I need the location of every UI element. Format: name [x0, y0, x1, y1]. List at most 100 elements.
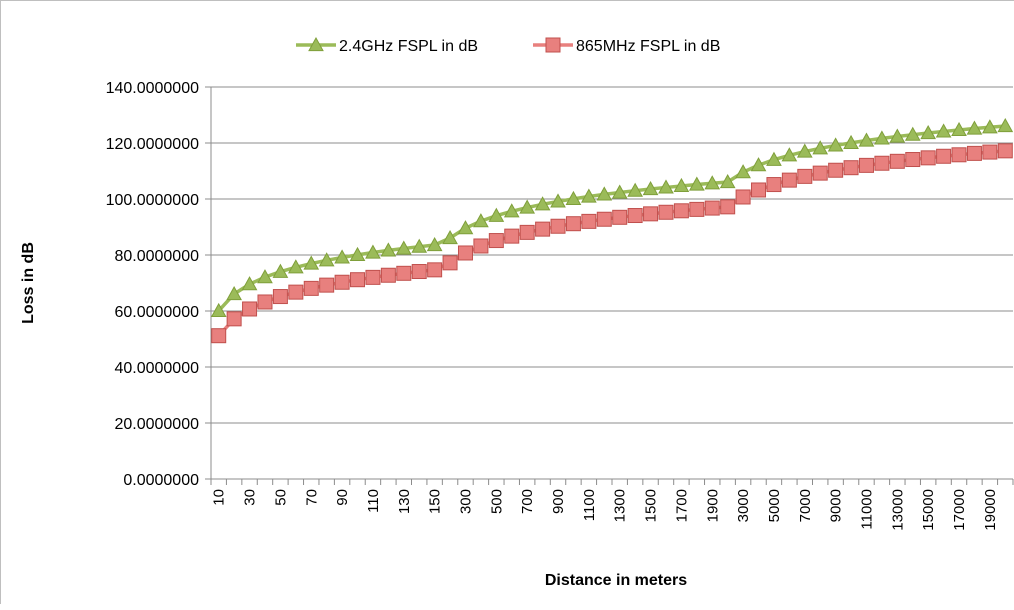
data-point	[303, 255, 320, 270]
data-point	[226, 311, 242, 327]
data-point	[966, 145, 982, 161]
x-tick-label: 19000	[982, 489, 999, 531]
data-point	[519, 224, 535, 240]
x-tick-label: 90	[334, 489, 351, 506]
data-point	[688, 176, 705, 191]
y-tick-label: 20.0000000	[114, 416, 199, 433]
series-2	[211, 143, 1013, 344]
data-point	[396, 265, 412, 281]
data-point	[827, 137, 844, 152]
x-tick-label: 130	[396, 489, 413, 514]
data-point	[427, 262, 443, 278]
data-point	[581, 188, 597, 203]
data-point	[365, 244, 381, 259]
x-tick-label: 700	[519, 489, 536, 514]
data-point	[534, 196, 551, 211]
data-point	[565, 216, 581, 232]
data-point	[411, 238, 428, 253]
data-point	[858, 132, 875, 147]
data-point	[611, 184, 628, 199]
x-tick-label: 5000	[766, 489, 783, 522]
data-point	[843, 134, 859, 149]
legend-label: 2.4GHz FSPL in dB	[339, 38, 478, 55]
data-point	[287, 259, 304, 274]
data-point	[488, 233, 504, 249]
legend-label: 865MHz FSPL in dB	[576, 38, 720, 55]
x-tick-label: 500	[488, 489, 505, 514]
data-point	[395, 240, 412, 255]
x-tick-label: 13000	[889, 489, 906, 531]
series-line	[217, 149, 1006, 337]
data-point	[426, 236, 443, 252]
data-point	[581, 213, 597, 229]
x-tick-label: 3000	[735, 489, 752, 522]
axes	[205, 86, 1014, 485]
data-point	[781, 147, 798, 162]
data-point	[596, 211, 612, 227]
data-point	[935, 123, 952, 138]
series-1	[210, 117, 1014, 317]
data-point	[303, 280, 319, 296]
data-point	[627, 208, 643, 224]
data-point	[828, 162, 844, 178]
data-point	[334, 249, 350, 264]
data-point	[565, 190, 582, 205]
data-point	[719, 173, 736, 189]
data-point	[442, 255, 458, 271]
y-tick-label: 80.0000000	[114, 248, 199, 265]
y-tick-labels: 0.0000000 20.0000000 40.0000000 60.0000000 8…	[106, 80, 200, 489]
data-point	[503, 203, 520, 218]
data-point	[920, 150, 936, 166]
data-point	[751, 182, 767, 198]
data-point	[936, 148, 952, 164]
data-point	[704, 200, 720, 216]
data-point	[889, 128, 906, 143]
data-point	[982, 119, 998, 134]
data-point	[812, 165, 828, 181]
data-point	[349, 246, 366, 261]
data-point	[319, 277, 335, 293]
x-tick-label: 30	[242, 489, 259, 506]
data-point	[750, 157, 767, 172]
legend-marker	[308, 36, 324, 52]
data-point	[874, 155, 890, 171]
data-point	[658, 204, 674, 220]
x-tick-labels: 10 30 50 70 90 110 130 150 300 500 700 900 1100 1300 1…	[211, 489, 999, 531]
y-tick-label: 120.0000000	[106, 136, 200, 153]
data-point	[673, 177, 690, 193]
x-tick-label: 70	[303, 489, 320, 506]
data-point	[334, 274, 350, 290]
data-point	[982, 144, 998, 160]
data-point	[612, 209, 628, 225]
series-group	[210, 117, 1014, 344]
data-point	[704, 175, 721, 190]
data-point	[257, 294, 273, 310]
data-point	[658, 179, 674, 194]
data-point	[504, 228, 520, 244]
data-point	[735, 189, 751, 205]
data-point	[627, 182, 643, 197]
data-point	[550, 218, 566, 234]
x-tick-label: 11000	[858, 489, 875, 530]
data-point	[272, 263, 289, 278]
data-point	[951, 147, 967, 163]
x-tick-label: 17000	[951, 489, 968, 531]
data-point	[797, 168, 813, 184]
data-point	[210, 302, 227, 317]
data-point	[257, 269, 273, 284]
data-point	[411, 264, 427, 280]
data-point	[241, 276, 258, 291]
legend-item-2: 865MHz FSPL in dB	[533, 37, 720, 55]
data-point	[812, 140, 829, 155]
data-point	[796, 143, 813, 158]
data-point	[488, 207, 505, 222]
data-point	[966, 120, 983, 135]
data-point	[766, 177, 782, 193]
x-tick-label: 300	[457, 489, 474, 514]
data-point	[858, 157, 874, 173]
x-tick-label: 900	[550, 489, 567, 514]
x-tick-label: 1300	[612, 489, 629, 522]
data-point	[689, 201, 705, 217]
